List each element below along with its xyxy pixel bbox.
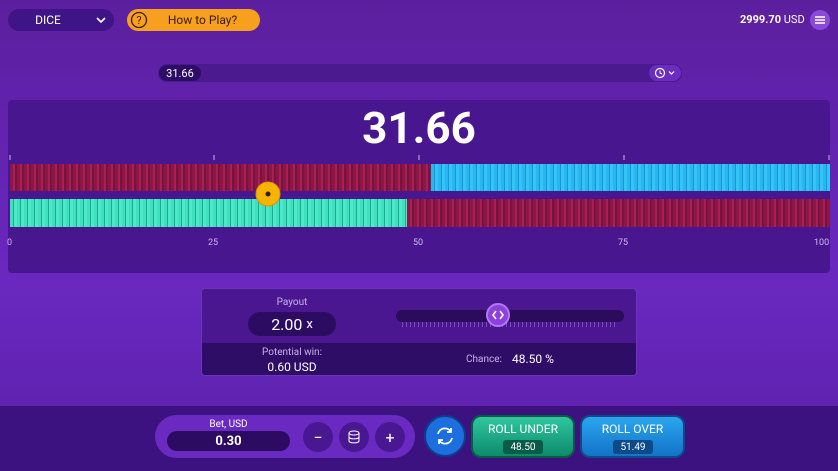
knob-icon	[492, 310, 504, 320]
settings-panel: Payout 2.00 x Potential win: 0.60 USD Ch…	[201, 288, 637, 376]
chance-label: Chance:	[466, 354, 502, 365]
potential-win-label: Potential win:	[262, 347, 322, 358]
chance: 48.50 %	[512, 352, 554, 366]
payout-label: Payout	[276, 297, 308, 308]
result-marker	[255, 181, 281, 207]
bet-label: Bet, USD	[209, 419, 248, 430]
slider-ticks	[402, 322, 618, 327]
history-icon	[654, 67, 675, 79]
bet-box: Bet, USD 0.30 − +	[155, 415, 415, 458]
coins-icon	[348, 430, 360, 444]
increase-button[interactable]: +	[375, 422, 405, 452]
svg-text:?: ?	[136, 14, 141, 27]
how-to-play[interactable]: ? How to Play?	[127, 9, 260, 31]
win-zone-top	[431, 164, 830, 191]
bet-value: 0.30	[215, 433, 242, 449]
win-zone-bottom	[10, 199, 407, 227]
roll-under-value: 48.50	[503, 440, 543, 454]
roll-over-label: ROLL OVER	[601, 422, 664, 436]
history-toggle[interactable]	[649, 65, 681, 81]
game-select[interactable]: DICE	[8, 9, 114, 31]
result-value: 31.66	[362, 102, 476, 154]
payout-slider[interactable]	[396, 310, 624, 322]
auto-button[interactable]	[424, 415, 466, 457]
tick-marks	[9, 155, 830, 160]
chevron	[96, 17, 106, 24]
info-band: Potential win: 0.60 USD Chance: 48.50 %	[202, 343, 636, 375]
help-text: How to Play?	[167, 13, 238, 27]
slider-knob[interactable]	[486, 303, 510, 327]
scale-label: 0	[7, 238, 13, 248]
currency: USD	[783, 13, 805, 26]
payout-input[interactable]: 2.00 x	[248, 312, 336, 336]
payout-unit: x	[306, 316, 313, 332]
payout-value: 2.00	[271, 314, 303, 334]
potential-win: 0.60 USD	[267, 360, 317, 374]
help-icon: ?	[130, 11, 148, 29]
menu-icon	[815, 16, 825, 24]
balance-value: 2999.70	[740, 13, 782, 26]
game-name: DICE	[35, 13, 61, 27]
scale-label: 100	[814, 238, 830, 248]
balance: 2999.70 USD	[740, 13, 805, 26]
history-value: 31.66	[166, 66, 194, 80]
history-bar: 31.66	[158, 64, 682, 82]
roll-under-label: ROLL UNDER	[488, 422, 558, 436]
scale-label: 75	[618, 238, 629, 248]
control-bar: Bet, USD 0.30 − + ROLL UNDER 48.50 ROLL …	[0, 406, 838, 471]
roll-over-button[interactable]: ROLL OVER 51.49	[580, 415, 685, 458]
scale-label: 50	[413, 238, 424, 248]
history-chip[interactable]: 31.66	[159, 65, 201, 81]
scale-label: 25	[208, 238, 219, 248]
lose-zone-bottom	[407, 199, 830, 227]
decrease-button[interactable]: −	[303, 422, 333, 452]
menu-button[interactable]	[810, 10, 830, 30]
roll-over-value: 51.49	[613, 440, 653, 454]
roll-under-button[interactable]: ROLL UNDER 48.50	[471, 415, 575, 458]
auto-icon	[437, 427, 453, 445]
lose-zone-top	[10, 164, 431, 191]
bet-input[interactable]: 0.30	[167, 431, 290, 451]
coins-button[interactable]	[339, 422, 369, 452]
result-panel: 31.66 0 25 50 75 100	[7, 100, 830, 273]
